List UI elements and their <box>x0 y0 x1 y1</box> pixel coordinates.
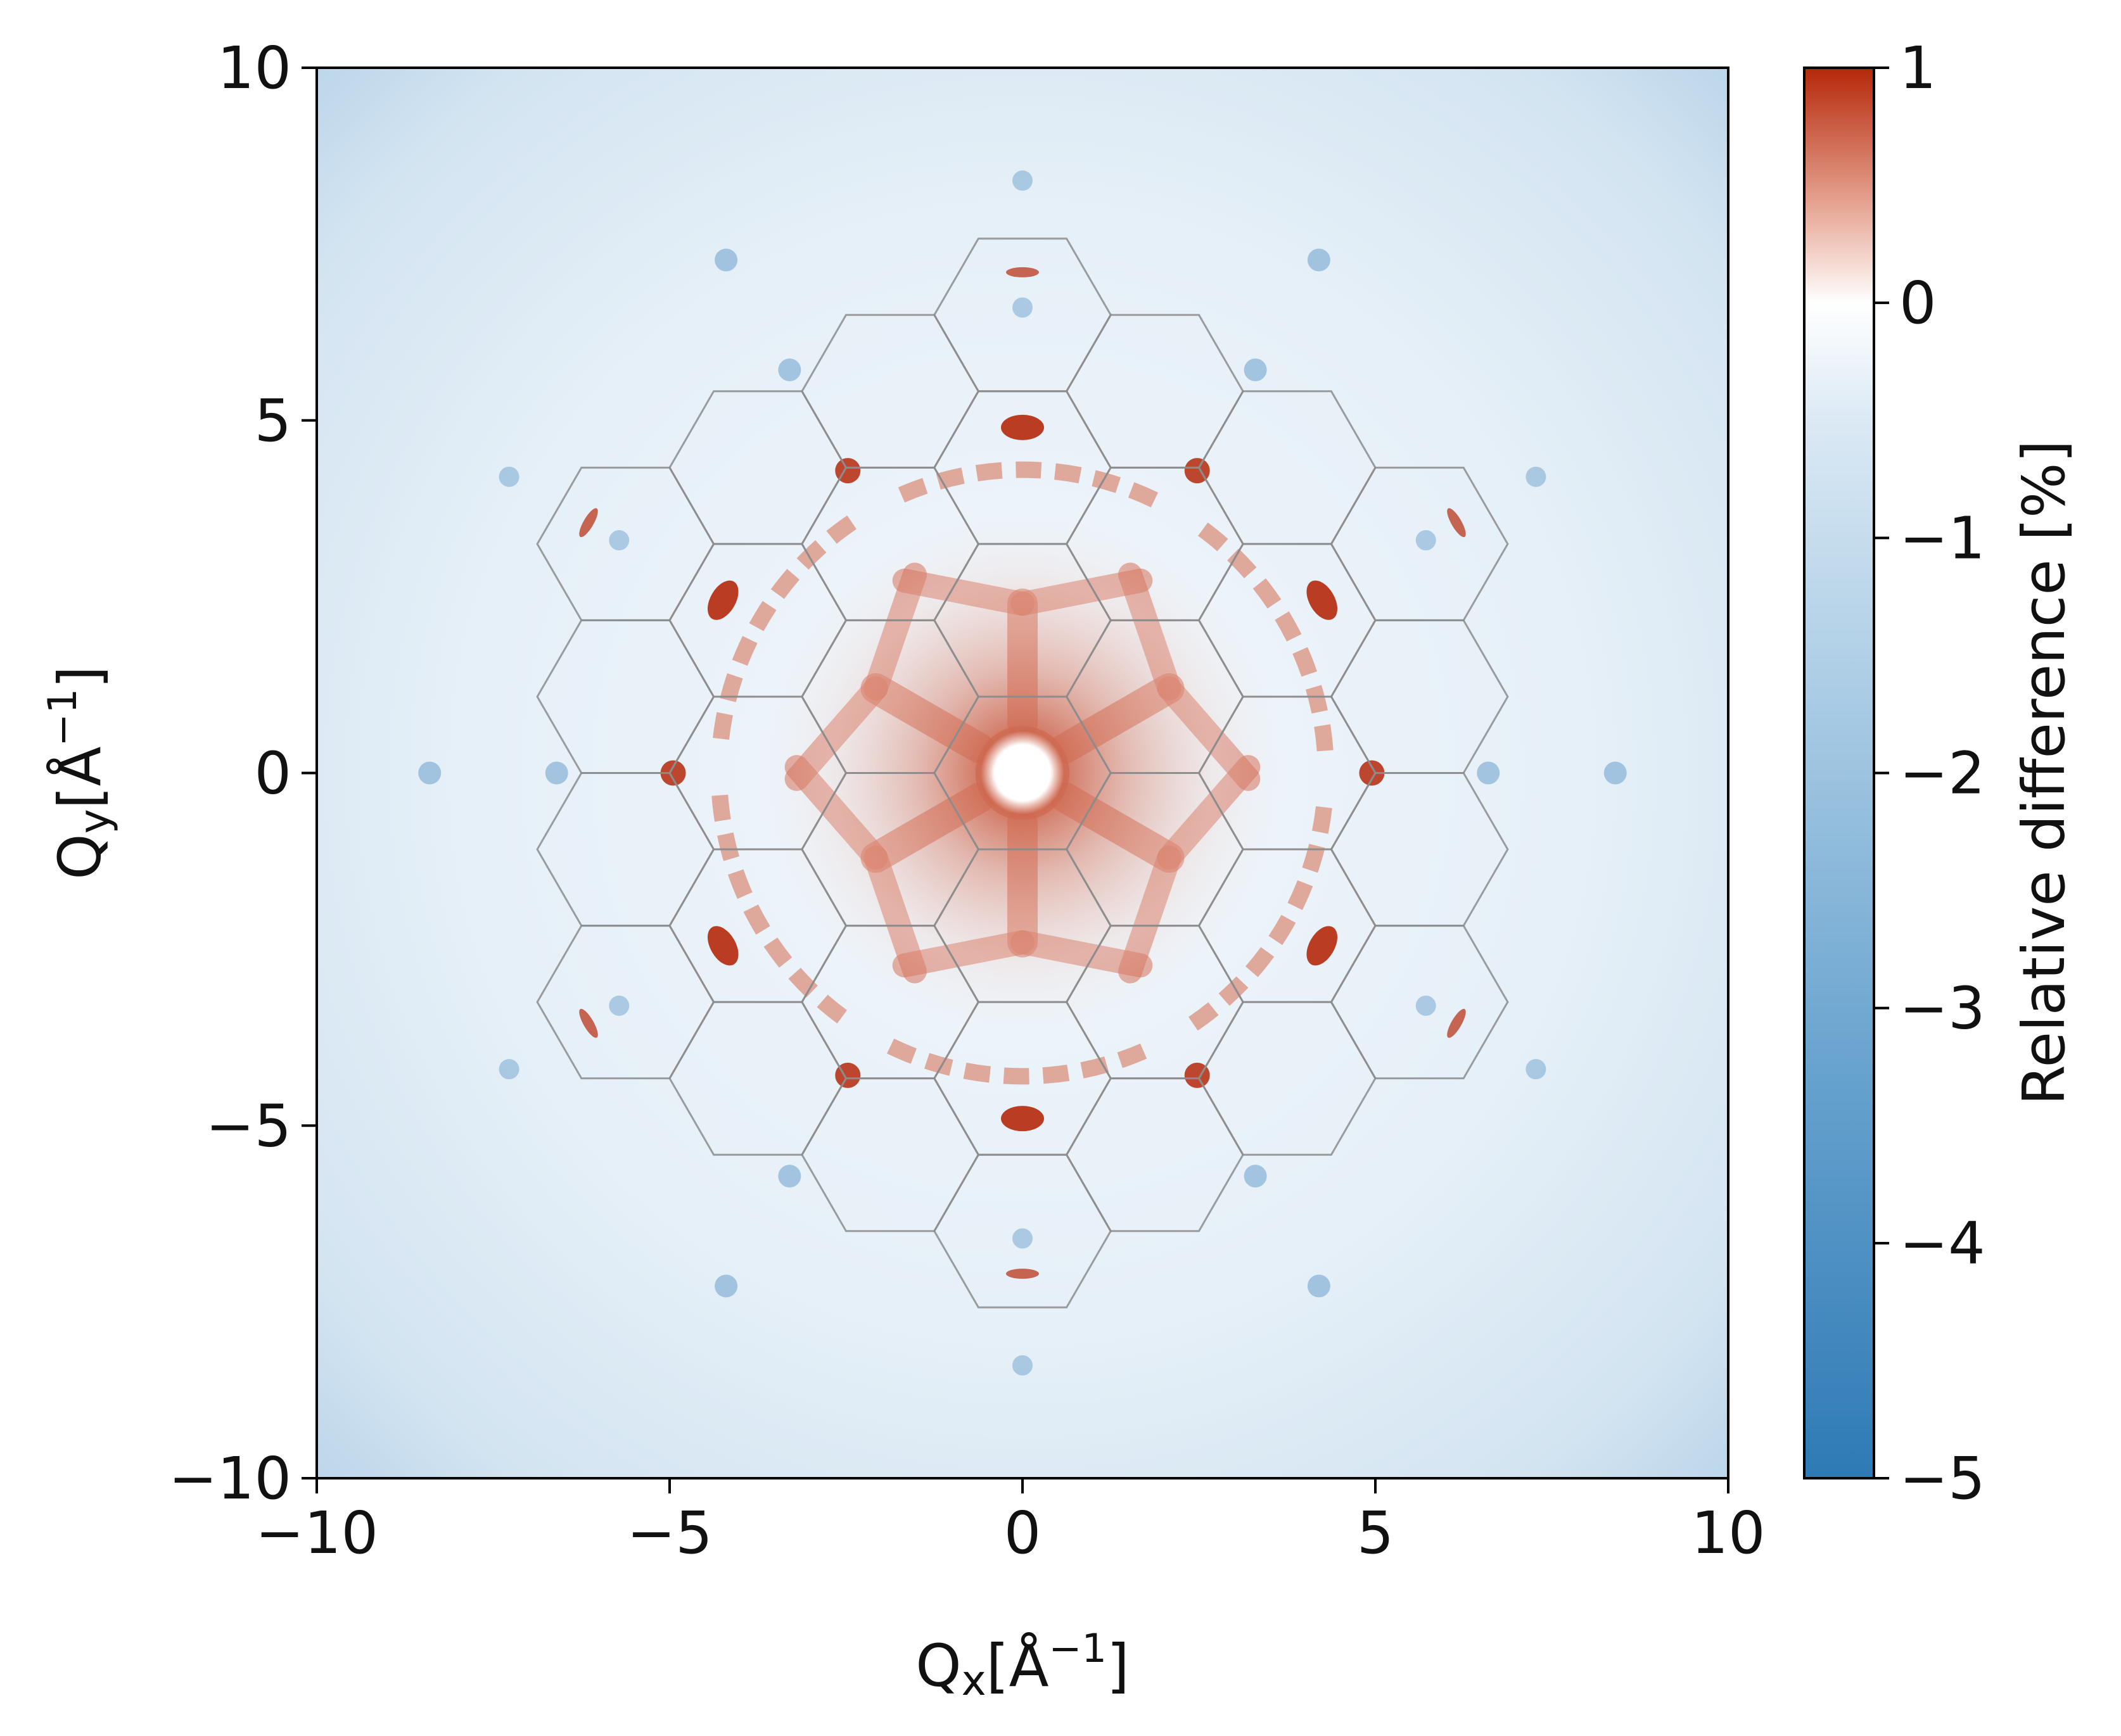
x-axis-label-unit-exponent: −1 <box>1049 1625 1107 1671</box>
heatmap-cold-spot <box>715 1274 738 1298</box>
x-axis: −10 −5 0 5 10 <box>255 1478 1766 1567</box>
y-tick-label: −5 <box>205 1092 291 1160</box>
heatmap-cold-spot <box>418 761 442 785</box>
y-axis-label-unit-exponent: −1 <box>39 688 86 746</box>
x-axis-label-unit-close: ] <box>1107 1632 1130 1700</box>
y-axis-label-unit-close: ] <box>46 666 114 688</box>
heatmap-cold-spot <box>1415 530 1436 551</box>
heatmap-cold-spot <box>1012 1355 1033 1376</box>
heatmap-cold-spot <box>778 358 801 382</box>
colorbar-gradient <box>1803 67 1875 1479</box>
heatmap-cold-spot <box>778 1164 801 1188</box>
brillouin-zone-grid <box>536 238 1509 1308</box>
heatmap-cold-spot <box>1603 761 1627 785</box>
x-tick-label: 5 <box>1357 1499 1394 1567</box>
y-tick-label: 0 <box>254 740 291 808</box>
y-tick-label: 10 <box>217 34 291 102</box>
colorbar-label: Relative difference [%] <box>2010 440 2078 1106</box>
y-axis-label-unit: [Å <box>46 746 114 809</box>
heatmap-outer-dash <box>1006 1269 1039 1279</box>
colorbar-ticks: 1 0 −1 −2 −3 −4 −5 <box>1874 34 1985 1512</box>
x-tick-label: 0 <box>1004 1499 1041 1567</box>
heatmap-cold-spot <box>715 248 738 272</box>
y-tick-label: −10 <box>169 1445 291 1512</box>
colorbar-tick-label: −4 <box>1899 1210 1985 1277</box>
colorbar-tick-label: −3 <box>1899 975 1985 1042</box>
heatmap-cold-spot <box>1244 1164 1267 1188</box>
heatmap-cold-spot <box>545 761 568 785</box>
heatmap-cold-spot <box>1525 466 1546 487</box>
heatmap-center-glow <box>674 424 1371 1121</box>
heatmap-cold-spot <box>1307 1274 1330 1298</box>
x-axis-label: Qx[Å−1] <box>915 1625 1130 1705</box>
x-tick-label: 10 <box>1691 1499 1765 1567</box>
heatmap-outer-dash <box>1006 267 1039 277</box>
heatmap-outer-dash <box>1447 1008 1466 1038</box>
colorbar-tick-label: −5 <box>1899 1445 1985 1512</box>
heatmap-cold-spot <box>609 530 630 551</box>
heatmap-cold-spot <box>1477 761 1500 785</box>
heatmap-panel <box>317 68 1728 1478</box>
heatmap-cold-spot <box>1012 170 1033 191</box>
y-axis-label-subscript: y <box>70 809 119 833</box>
heatmap-cold-spot <box>1307 248 1330 272</box>
colorbar: 1 0 −1 −2 −3 −4 −5 Relative difference [%] <box>1803 34 2078 1512</box>
x-axis-label-unit: [Å <box>986 1631 1049 1700</box>
y-axis-label: Qy[Å−1] <box>39 666 119 880</box>
colorbar-tick-label: −2 <box>1899 740 1985 808</box>
heatmap-cold-spot <box>609 995 630 1016</box>
heatmap-cold-spot <box>499 1059 519 1080</box>
heatmap-cold-spot <box>1525 1059 1546 1080</box>
heatmap-cold-spot <box>499 466 519 487</box>
heatmap-outer-dash <box>1447 508 1466 538</box>
x-axis-label-symbol: Q <box>915 1632 961 1700</box>
heatmap-cold-spot <box>1415 995 1436 1016</box>
y-axis: −10 −5 0 5 10 <box>169 34 317 1512</box>
brillouin-zone-hexagon <box>1330 466 1509 621</box>
heatmap-cold-spot <box>1012 1228 1033 1249</box>
colorbar-tick-label: 1 <box>1899 34 1937 102</box>
x-tick-label: −5 <box>627 1499 713 1567</box>
colorbar-tick-label: −1 <box>1899 504 1985 572</box>
heatmap-outer-dash <box>579 508 598 538</box>
heatmap-cold-spot <box>1012 297 1033 318</box>
y-tick-label: 5 <box>254 387 291 455</box>
heatmap-outer-dash <box>579 1008 598 1038</box>
colorbar-tick-label: 0 <box>1899 269 1937 337</box>
y-axis-label-symbol: Q <box>46 833 114 879</box>
x-axis-label-subscript: x <box>962 1656 986 1705</box>
x-tick-label: −10 <box>255 1499 378 1567</box>
heatmap-cold-spot <box>1244 358 1267 382</box>
